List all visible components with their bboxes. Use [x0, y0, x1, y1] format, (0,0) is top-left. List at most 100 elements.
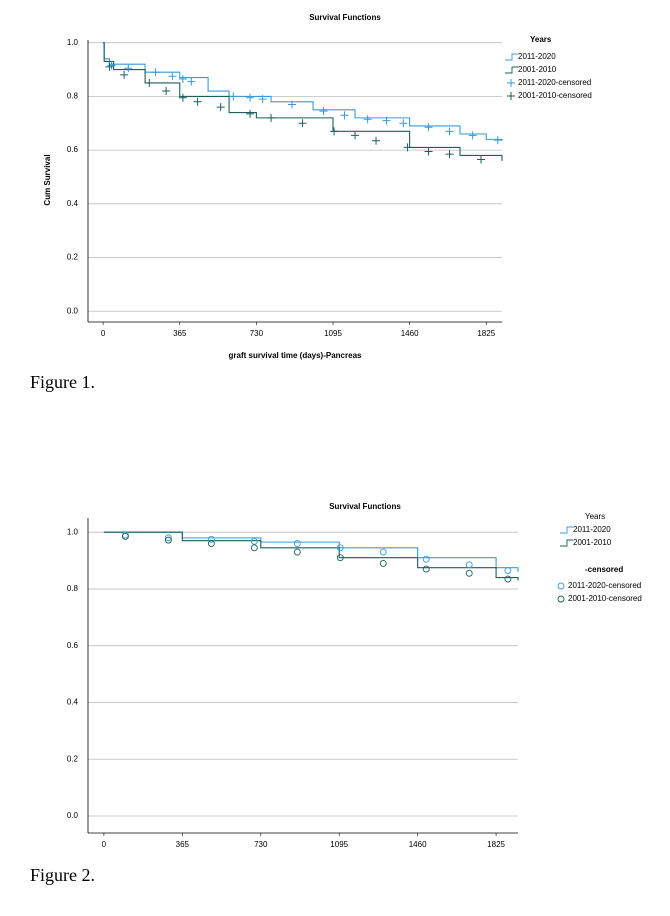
censor-mark — [246, 93, 255, 102]
caption: Figure 1. — [30, 372, 95, 392]
censor-mark — [288, 100, 297, 109]
censor-mark — [557, 582, 565, 590]
censor-mark — [250, 544, 258, 552]
censor-mark — [507, 79, 515, 87]
censor-mark — [468, 131, 477, 140]
censor-mark — [382, 116, 391, 125]
censor-mark — [363, 115, 372, 124]
censor-mark — [351, 131, 360, 140]
censor-mark — [229, 92, 238, 101]
legend-label: 2011-2020 — [573, 525, 611, 534]
y-tick-label: 0.6 — [67, 145, 79, 154]
legend-swatch — [505, 53, 518, 61]
censor-mark — [216, 103, 225, 112]
survival-line — [103, 531, 519, 581]
x-tick-label: 1095 — [330, 840, 348, 849]
censor-mark — [121, 532, 129, 540]
x-tick-label: 1825 — [487, 840, 505, 849]
censor-mark — [145, 78, 154, 87]
censor-mark — [250, 537, 258, 545]
y-tick-label: 1.0 — [67, 38, 79, 47]
chart-title: Survival Functions — [329, 502, 401, 511]
censor-mark — [151, 68, 160, 77]
censor-mark — [504, 575, 512, 583]
censor-mark — [465, 561, 473, 569]
censor-mark — [105, 62, 114, 71]
censor-mark — [399, 119, 408, 128]
censor-mark — [162, 87, 171, 96]
legend-swatch — [560, 539, 573, 547]
legend-swatch — [505, 66, 518, 74]
censor-mark — [422, 555, 430, 563]
censor-mark — [379, 548, 387, 556]
y-axis-label: Cum Survival — [43, 154, 52, 205]
censor-mark — [187, 77, 196, 86]
censor-mark — [445, 127, 454, 136]
x-tick-label: 1460 — [401, 329, 419, 338]
censor-mark — [422, 565, 430, 573]
censor-mark — [293, 548, 301, 556]
y-tick-label: 0.4 — [67, 698, 79, 707]
censor-mark — [298, 119, 307, 128]
y-tick-label: 0.4 — [67, 199, 79, 208]
y-tick-label: 0.0 — [67, 811, 79, 820]
censor-mark — [164, 534, 172, 542]
censor-mark — [246, 109, 255, 118]
censor-mark — [424, 123, 433, 132]
y-tick-label: 0.0 — [67, 306, 79, 315]
censor-mark — [336, 544, 344, 552]
y-tick-label: 0.2 — [67, 754, 79, 763]
censor-mark — [319, 107, 328, 116]
censor-mark — [258, 95, 267, 104]
y-tick-label: 0.6 — [67, 641, 79, 650]
censor-mark — [403, 143, 412, 152]
y-tick-label: 0.2 — [67, 253, 79, 262]
censor-mark — [178, 93, 187, 102]
legend-title: Years — [585, 512, 605, 521]
legend-label: 2001-2010 — [573, 538, 612, 547]
censor-mark — [168, 72, 177, 81]
y-tick-label: 1.0 — [67, 527, 79, 536]
censor-mark — [477, 155, 486, 164]
censor-mark — [164, 536, 172, 544]
censor-mark — [267, 113, 276, 122]
legend-label: 2001-2010 — [518, 65, 557, 74]
y-tick-label: 0.8 — [67, 92, 79, 101]
censor-mark — [445, 150, 454, 159]
censor-mark — [379, 559, 387, 567]
x-tick-label: 730 — [254, 840, 268, 849]
censor-mark — [124, 64, 133, 73]
legend-title: -censored — [585, 565, 623, 574]
x-tick-label: 0 — [101, 329, 106, 338]
x-tick-label: 1460 — [409, 840, 427, 849]
censor-mark — [424, 147, 433, 156]
legend-swatch — [560, 526, 573, 534]
censor-mark — [207, 535, 215, 543]
x-axis-label: graft survival time (days)-Pancreas — [229, 351, 362, 360]
x-tick-label: 365 — [176, 840, 190, 849]
legend-title: Years — [530, 35, 552, 44]
survival-line — [103, 42, 503, 161]
censor-mark — [107, 61, 116, 70]
censor-mark — [504, 567, 512, 574]
censor-mark — [557, 595, 565, 603]
legend-label: 2011-2020 — [518, 52, 556, 61]
censor-mark — [372, 136, 381, 145]
caption: Figure 2. — [30, 865, 95, 885]
legend-label: 2001-2010-censored — [518, 91, 592, 100]
legend-label: 2011-2020-censored — [568, 581, 641, 590]
chart-title: Survival Functions — [309, 13, 381, 22]
censor-mark — [465, 569, 473, 577]
y-tick-label: 0.8 — [67, 584, 79, 593]
censor-mark — [340, 111, 349, 120]
x-tick-label: 365 — [173, 329, 187, 338]
censor-mark — [507, 92, 515, 100]
censor-mark — [493, 136, 502, 145]
x-tick-label: 730 — [250, 329, 264, 338]
censor-mark — [336, 554, 344, 562]
censor-mark — [121, 531, 129, 539]
censor-mark — [120, 70, 129, 79]
x-tick-label: 1095 — [324, 329, 342, 338]
censor-mark — [293, 540, 301, 547]
